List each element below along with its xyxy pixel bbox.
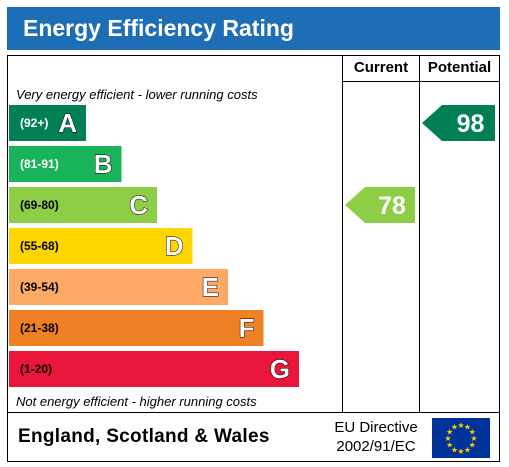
header-bar: Energy Efficiency Rating: [7, 7, 500, 50]
band-bar-f: [9, 310, 264, 346]
flag-star: ★: [457, 447, 464, 456]
band-range-b: (81-91): [20, 157, 59, 171]
bottom-efficiency-note: Not energy efficient - higher running co…: [16, 394, 257, 409]
rating-frame: [7, 55, 500, 462]
flag-star: ★: [469, 428, 476, 437]
flag-star: ★: [464, 445, 471, 454]
band-range-g: (1-20): [20, 362, 52, 376]
band-letter-a: A: [58, 108, 77, 138]
band-range-d: (55-68): [20, 239, 59, 253]
potential-rating-value: 98: [457, 110, 485, 138]
flag-star: ★: [446, 428, 453, 437]
band-bar-d: [9, 228, 193, 264]
band-range-a: (92+): [20, 116, 48, 130]
eu-flag-icon: ★ ★★★★★★★★★★★: [432, 418, 490, 458]
flag-star: ★: [451, 445, 458, 454]
current-rating-value: 78: [378, 192, 406, 220]
potential-column-header: Potential: [427, 59, 492, 76]
band-bar-c: [9, 187, 157, 223]
band-bar-b: [9, 146, 122, 182]
band-letter-e: E: [202, 272, 219, 302]
potential-rating-arrow: [422, 105, 495, 141]
column-header-divider: [342, 81, 499, 82]
potential-column-divider: [419, 55, 420, 412]
band-range-f: (21-38): [20, 321, 59, 335]
flag-star: ★: [444, 434, 451, 443]
band-letter-c: C: [129, 190, 148, 220]
flag-star: ★: [470, 434, 477, 443]
band-letter-g: G: [270, 354, 290, 384]
band-letter-d: D: [165, 231, 184, 261]
flag-star: ★: [464, 423, 471, 432]
top-efficiency-note: Very energy efficient - lower running co…: [16, 87, 258, 102]
flag-star: ★: [469, 441, 476, 450]
band-letter-b: B: [94, 149, 113, 179]
current-rating-arrow: [345, 187, 415, 223]
directive-line-1: EU Directive: [334, 419, 418, 436]
band-range-c: (69-80): [20, 198, 59, 212]
page-title: Energy Efficiency Rating: [23, 15, 294, 41]
current-column-header: Current: [353, 59, 409, 76]
band-bar-a: [9, 105, 86, 141]
flag-star: ★: [457, 421, 464, 430]
band-range-e: (39-54): [20, 280, 59, 294]
directive-line-2: 2002/91/EC: [336, 438, 416, 455]
footer-country: England, Scotland & Wales: [18, 426, 270, 447]
flag-field: [432, 418, 490, 458]
band-letter-f: F: [239, 313, 255, 343]
flag-star: ★: [451, 423, 458, 432]
footer-divider: [7, 412, 499, 413]
current-column-divider: [342, 55, 343, 412]
band-bar-e: [9, 269, 228, 305]
flag-star: ★: [446, 441, 453, 450]
band-bar-g: [9, 351, 299, 387]
